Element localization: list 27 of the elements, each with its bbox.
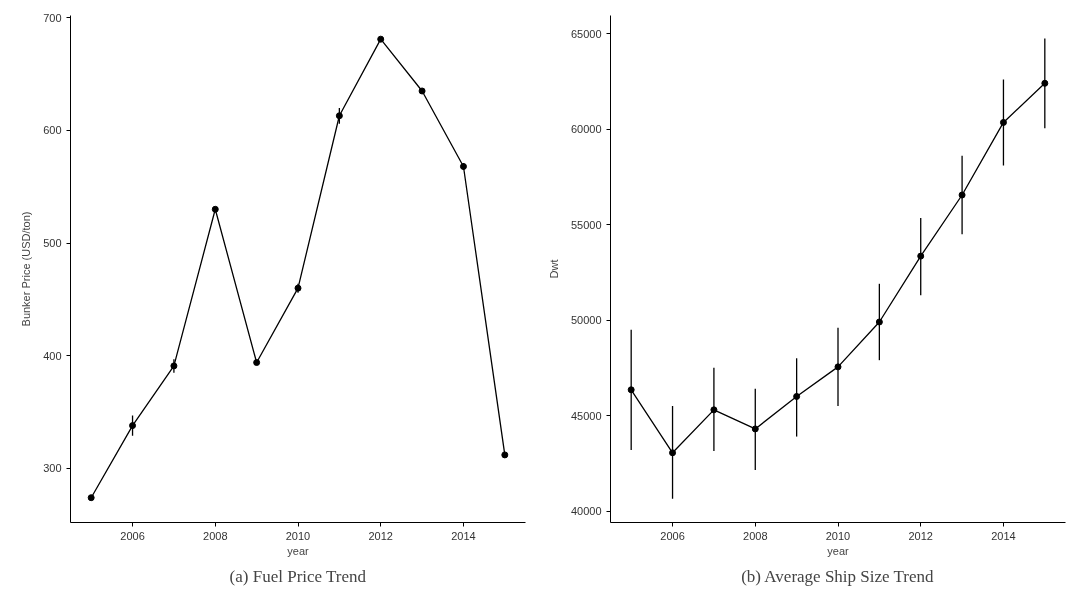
x-tick-label: 2006 [660, 529, 685, 542]
y-tick-label: 55000 [570, 218, 602, 231]
text: (b) Average Ship Size Trend [741, 566, 935, 586]
x-tick-label: 2008 [743, 529, 768, 542]
y-tick-label: 45000 [570, 409, 602, 422]
x-tick-label: 2014 [991, 529, 1016, 542]
y-tick-label: 300 [43, 462, 62, 475]
y-axis-title: Bunker Price (USD/ton) [20, 211, 33, 327]
x-tick-label: 2006 [120, 529, 145, 542]
y-tick-label: 400 [43, 349, 62, 362]
x-tick-label: 2014 [451, 529, 476, 542]
x-axis-title: year [287, 544, 310, 557]
y-tick-label: 700 [43, 11, 62, 24]
y-axis-title: Dwt [547, 259, 560, 279]
x-tick-label: 2010 [285, 529, 311, 542]
y-tick-label: 40000 [570, 505, 602, 518]
x-axis-title: year [827, 544, 850, 557]
y-tick-label: 60000 [570, 123, 602, 136]
x-tick-label: 2010 [825, 529, 851, 542]
y-tick-label: 65000 [570, 27, 602, 40]
x-tick-label: 2012 [908, 529, 933, 542]
x-tick-label: 2008 [203, 529, 228, 542]
text: (a) Fuel Price Trend [229, 566, 367, 586]
x-tick-label: 2012 [368, 529, 393, 542]
y-tick-label: 500 [43, 237, 62, 250]
y-tick-label: 600 [43, 124, 62, 137]
y-tick-label: 50000 [570, 314, 602, 327]
